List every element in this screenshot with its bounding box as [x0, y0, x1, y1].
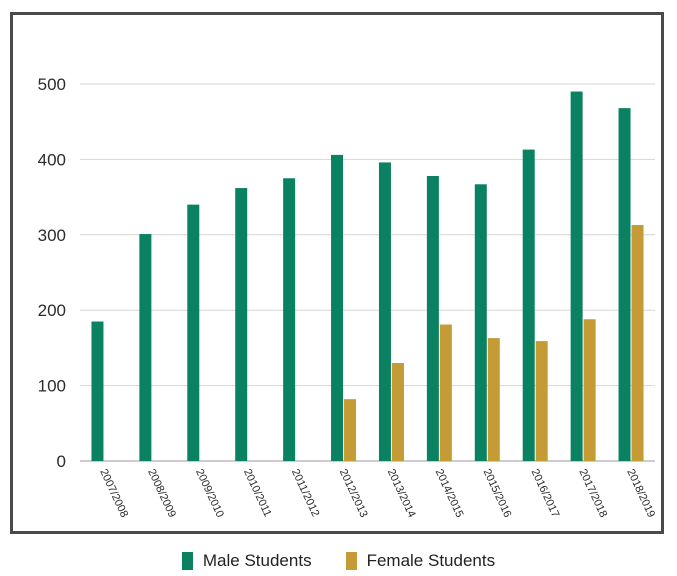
x-tick-label: 2011/2012 [289, 467, 322, 518]
chart-legend: Male Students Female Students [0, 551, 677, 571]
bar-male-2014-2015 [426, 175, 439, 461]
x-tick-label: 2016/2017 [528, 467, 561, 519]
legend-swatch-male [181, 552, 193, 570]
y-tick-label: 0 [57, 452, 66, 471]
legend-label-female: Female Students [366, 551, 496, 570]
bar-female-2014-2015 [439, 324, 452, 461]
x-tick-label: 2010/2011 [241, 467, 274, 518]
legend-label-male: Male Students [202, 551, 312, 570]
bar-male-2011-2012 [283, 178, 296, 461]
bar-male-2017-2018 [570, 91, 583, 461]
x-tick-label: 2009/2010 [193, 467, 226, 519]
x-tick-label: 2008/2009 [145, 467, 178, 519]
bar-male-2008-2009 [139, 234, 152, 461]
x-tick-label: 2007/2008 [97, 467, 130, 519]
x-tick-label: 2012/2013 [337, 467, 370, 519]
bar-male-2007-2008 [91, 321, 104, 461]
y-tick-label: 400 [38, 150, 66, 169]
x-tick-label: 2015/2016 [481, 467, 514, 519]
bar-female-2018-2019 [631, 224, 644, 461]
x-tick-label: 2014/2015 [433, 467, 466, 519]
bar-male-2010-2011 [235, 188, 248, 461]
bar-male-2009-2010 [187, 204, 200, 461]
bar-female-2013-2014 [391, 362, 404, 461]
bar-male-2015-2016 [474, 184, 487, 462]
y-tick-label: 200 [38, 301, 66, 320]
bar-female-2012-2013 [344, 399, 357, 461]
x-tick-label: 2013/2014 [385, 467, 418, 519]
y-tick-label: 300 [38, 226, 66, 245]
bar-female-2016-2017 [535, 341, 548, 461]
legend-item-female: Female Students [345, 551, 496, 571]
legend-swatch-female [345, 552, 357, 570]
bar-male-2012-2013 [331, 154, 344, 461]
bar-male-2018-2019 [618, 108, 631, 462]
x-tick-label: 2018/2019 [624, 467, 657, 519]
bar-female-2017-2018 [583, 319, 596, 461]
bar-male-2016-2017 [522, 149, 535, 461]
y-tick-label: 500 [38, 75, 66, 94]
bar-female-2015-2016 [487, 338, 500, 461]
bar-male-2013-2014 [378, 162, 391, 461]
x-tick-label: 2017/2018 [576, 467, 609, 519]
legend-item-male: Male Students [181, 551, 312, 571]
bar-chart: 0 100 200 300 400 500 2007/2008 2008/2009 2009/2… [38, 75, 658, 519]
y-tick-label: 100 [38, 377, 66, 396]
